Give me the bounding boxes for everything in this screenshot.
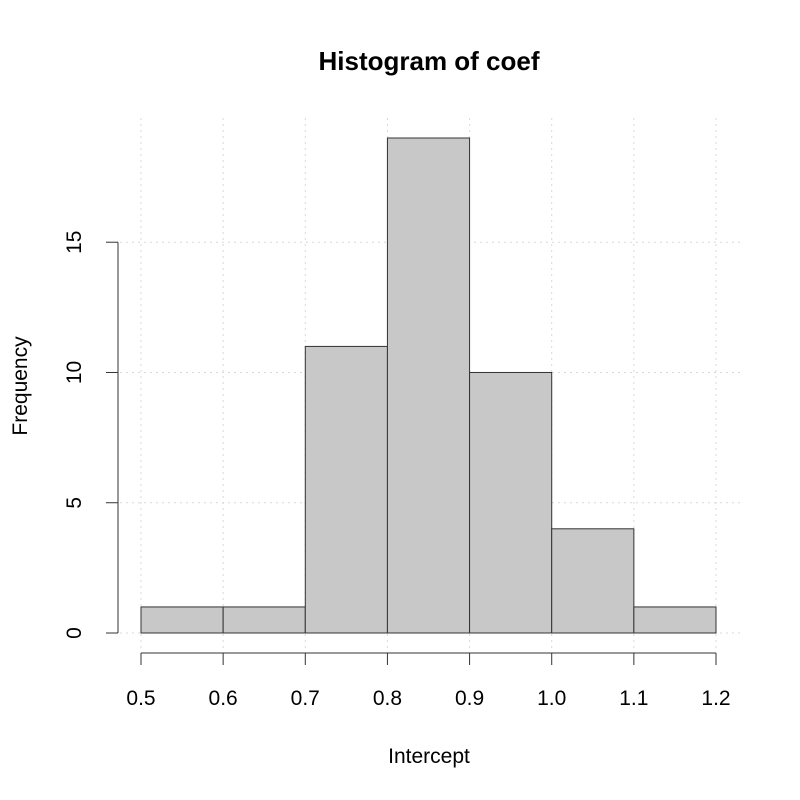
histogram-bar bbox=[469, 371, 553, 634]
y-tick-label: 10 bbox=[63, 361, 86, 384]
x-axis: 0.5 0.6 0.7 0.8 0.9 1.0 1.1 1.2 bbox=[126, 652, 731, 710]
chart-title: Histogram of coef bbox=[318, 46, 539, 76]
histogram-bar bbox=[140, 606, 224, 634]
y-axis: 0 5 10 15 bbox=[63, 231, 119, 639]
histogram-bars bbox=[140, 137, 717, 634]
x-tick-label: 0.6 bbox=[209, 687, 238, 710]
x-tick-label: 0.9 bbox=[455, 687, 484, 710]
y-tick-label: 0 bbox=[63, 627, 86, 639]
histogram-bar bbox=[222, 606, 306, 634]
x-tick-label: 1.1 bbox=[619, 687, 648, 710]
y-axis-label: Frequency bbox=[9, 336, 32, 436]
histogram-bar bbox=[386, 137, 471, 634]
x-tick-label: 0.8 bbox=[373, 687, 402, 710]
x-axis-label: Intercept bbox=[388, 745, 470, 768]
y-tick-label: 5 bbox=[63, 497, 86, 509]
y-tick-label: 15 bbox=[63, 231, 86, 254]
x-tick-label: 0.7 bbox=[291, 687, 320, 710]
histogram-bar bbox=[633, 606, 717, 634]
histogram-bar bbox=[304, 345, 388, 634]
x-tick-label: 1.2 bbox=[701, 687, 730, 710]
x-tick-label: 1.0 bbox=[537, 687, 566, 710]
histogram-bar bbox=[551, 528, 635, 634]
x-tick-label: 0.5 bbox=[126, 687, 155, 710]
